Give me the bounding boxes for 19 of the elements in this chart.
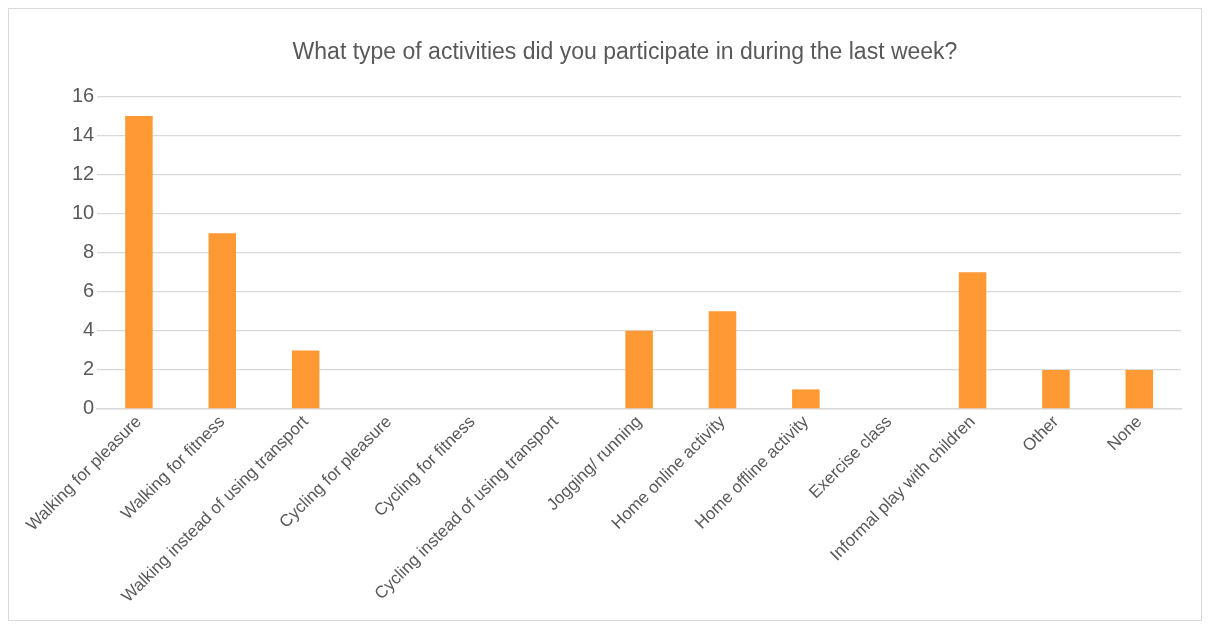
bar xyxy=(208,233,237,409)
y-tick-label: 10 xyxy=(72,201,95,224)
y-tick-label: 16 xyxy=(72,84,95,107)
bar xyxy=(708,311,737,409)
y-tick-label: 8 xyxy=(83,240,95,263)
bar xyxy=(1042,369,1070,409)
y-tick-label: 0 xyxy=(83,396,95,419)
chart-title: What type of activities did you participate in during the last week? xyxy=(292,38,958,65)
y-tick-label: 14 xyxy=(72,123,95,146)
y-tick-label: 4 xyxy=(83,318,95,341)
y-tick-label: 2 xyxy=(83,357,95,380)
bar xyxy=(958,272,987,409)
y-tick-label: 12 xyxy=(72,162,95,185)
bar xyxy=(291,350,320,409)
bar xyxy=(625,330,653,409)
bar xyxy=(1125,369,1154,409)
bar xyxy=(125,116,153,409)
bar xyxy=(792,389,820,409)
y-tick-label: 6 xyxy=(83,279,95,302)
